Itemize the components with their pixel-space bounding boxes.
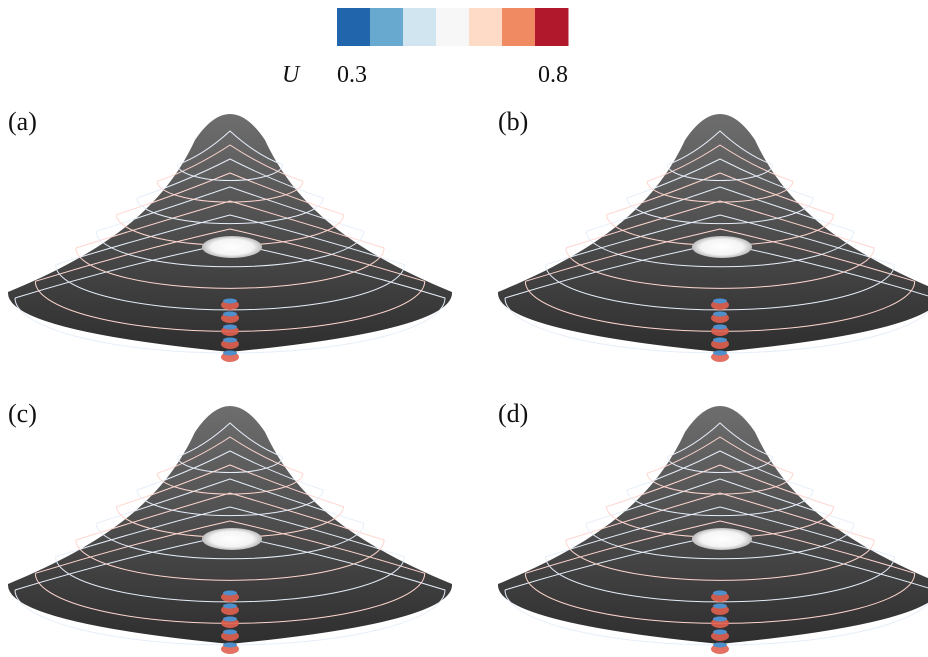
front-blue (223, 312, 237, 317)
front-blue (223, 338, 237, 343)
front-blue (223, 617, 237, 622)
front-blue (713, 591, 727, 596)
panel-label: (a) (8, 107, 37, 136)
colorbar-max-label: 0.8 (538, 62, 568, 88)
panel-label: (d) (498, 399, 528, 428)
front-blue (713, 312, 727, 317)
colorbar (337, 8, 569, 46)
front-blue (223, 591, 237, 596)
highlight (692, 236, 752, 258)
front-blue (713, 630, 727, 635)
colorbar-min-label: 0.3 (337, 62, 367, 88)
figure: U 0.3 0.8 (a) (b) (c) (d) (0, 0, 928, 657)
front-blue (713, 299, 727, 304)
colorbar-swatch (370, 8, 404, 46)
colorbar-swatch (502, 8, 536, 46)
front-blue (713, 325, 727, 330)
highlight (692, 528, 752, 550)
panel-label: (b) (498, 107, 528, 136)
panel: (c) (8, 399, 452, 654)
front-blue (223, 351, 237, 356)
colorbar-swatch (469, 8, 503, 46)
panel: (a) (8, 107, 452, 362)
front-blue (713, 338, 727, 343)
highlight (202, 528, 262, 550)
panels: (a) (b) (c) (d) (8, 107, 928, 654)
front-blue (223, 604, 237, 609)
panel-label: (c) (8, 399, 37, 428)
panel: (d) (498, 399, 928, 654)
front-blue (223, 643, 237, 648)
front-blue (223, 325, 237, 330)
front-blue (223, 299, 237, 304)
colorbar-swatch (436, 8, 470, 46)
front-blue (223, 630, 237, 635)
front-blue (713, 617, 727, 622)
front-blue (713, 351, 727, 356)
front-blue (713, 643, 727, 648)
highlight (202, 236, 262, 258)
colorbar-label: U (282, 62, 301, 88)
colorbar-swatch (337, 8, 371, 46)
panel: (b) (498, 107, 928, 362)
colorbar-swatch (535, 8, 569, 46)
colorbar-swatch (403, 8, 437, 46)
front-blue (713, 604, 727, 609)
